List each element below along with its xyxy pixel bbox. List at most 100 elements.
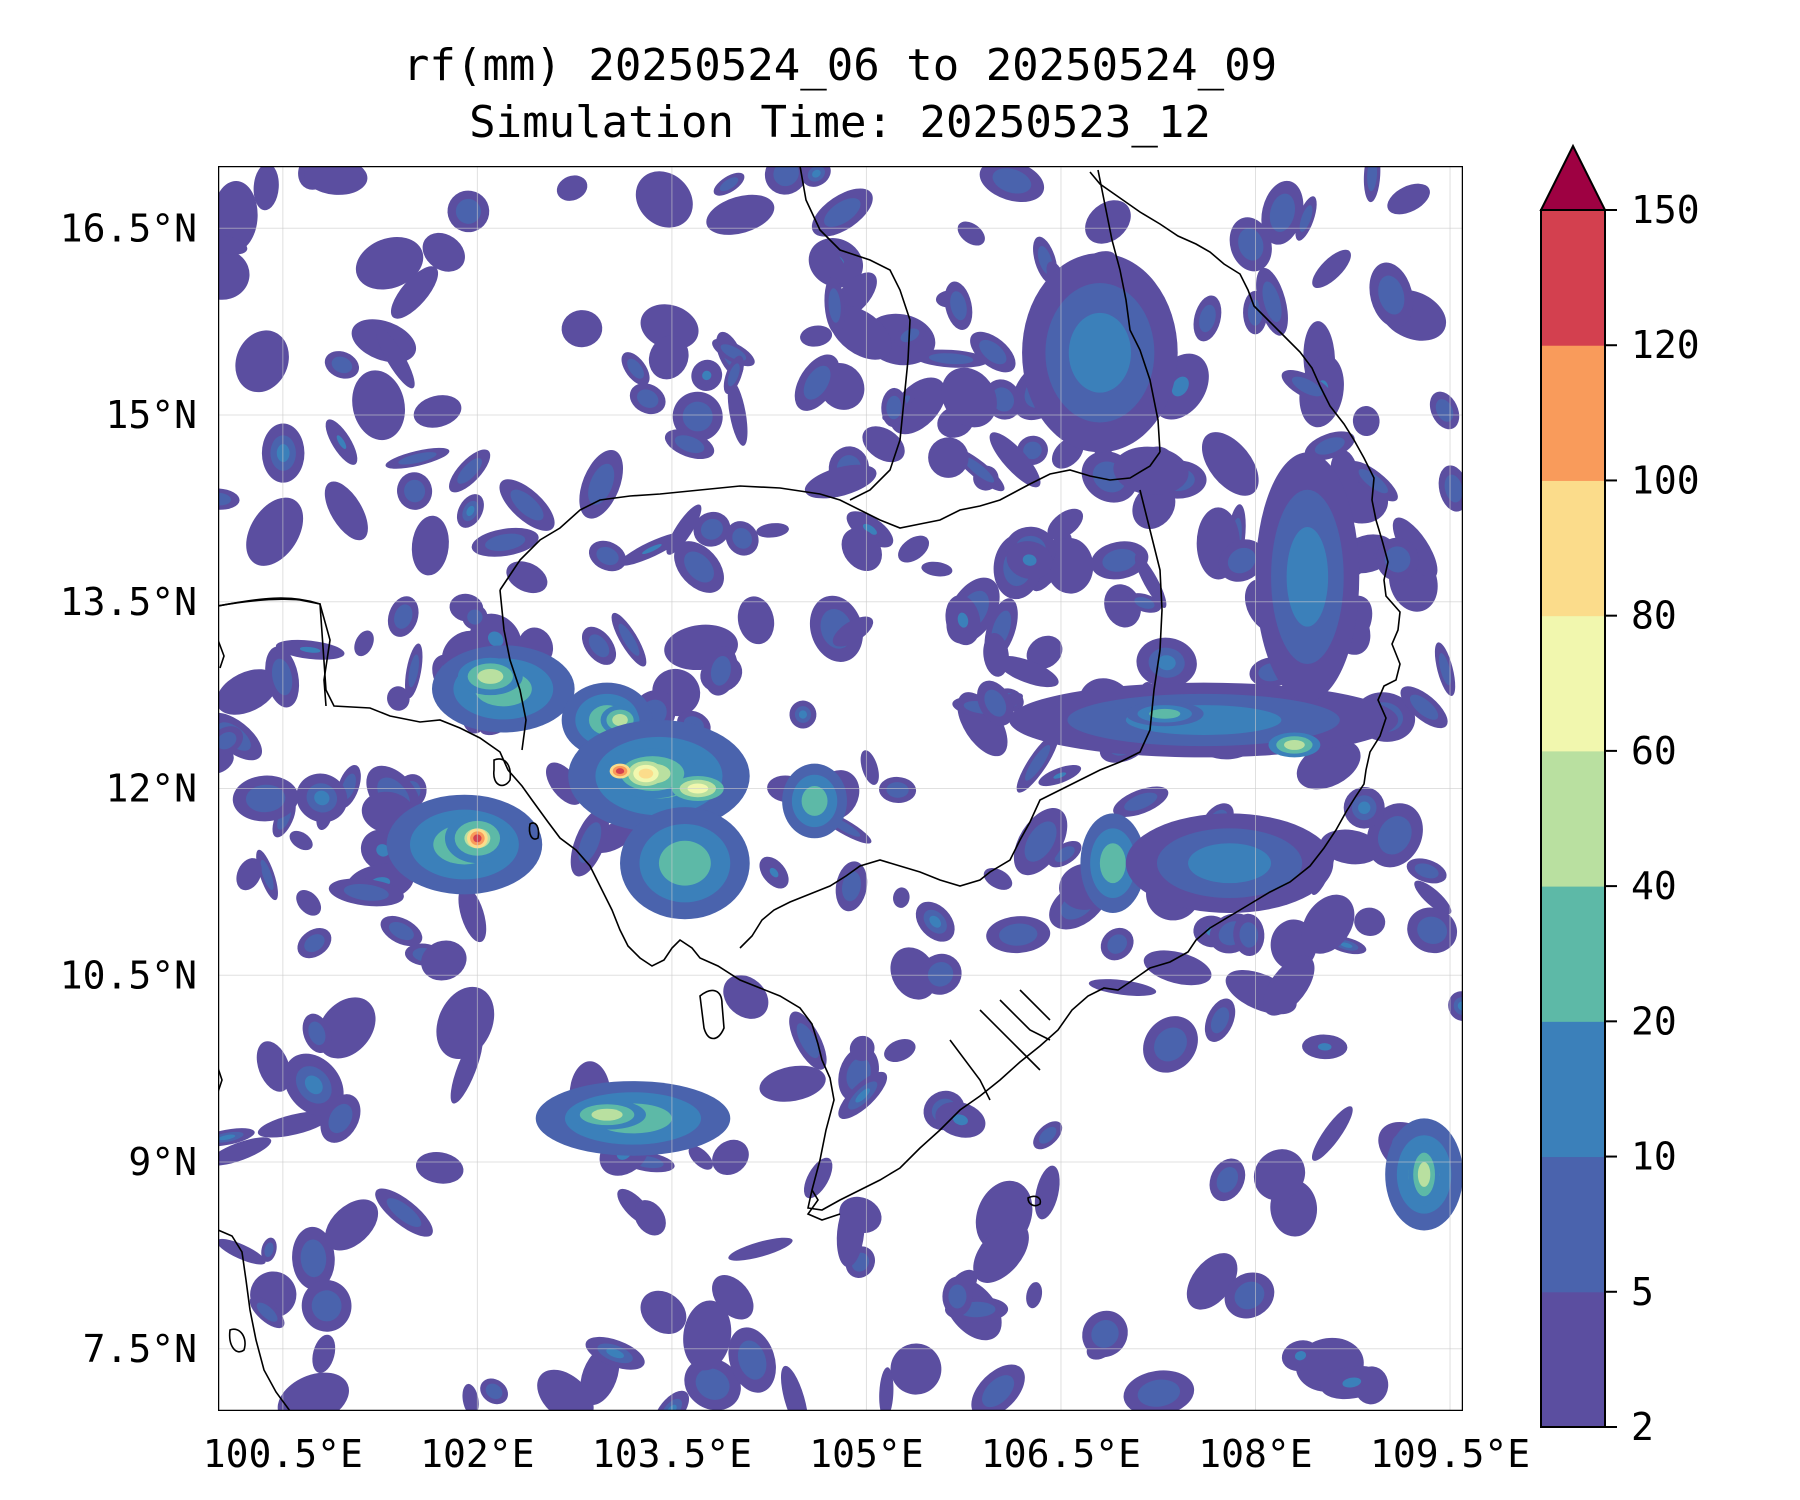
rain-blob [841, 871, 861, 902]
rain-blob [1438, 653, 1452, 686]
rain-blob [556, 175, 588, 201]
x-tick-label: 109.5°E [1370, 1432, 1530, 1476]
rain-blob [642, 544, 662, 555]
coastline-gulf-of-thailand [218, 171, 1401, 1211]
colorbar-tick-label: 40 [1631, 864, 1677, 908]
rain-blob [862, 426, 905, 463]
rain-blob [983, 632, 1009, 677]
rain-cell [477, 668, 504, 684]
rain-blob [1342, 1377, 1362, 1388]
border-cambodia-north [499, 451, 1161, 591]
rain-blob [737, 1340, 767, 1380]
rain-blob [218, 732, 237, 750]
y-tick-label: 16.5°N [60, 206, 197, 250]
rain-blob [413, 395, 462, 428]
colorbar-segment [1541, 1291, 1605, 1428]
rain-cell [658, 840, 711, 886]
rain-blob [627, 358, 644, 379]
colorbar-segment [1541, 615, 1605, 752]
colorbar-tick-label: 10 [1631, 1135, 1677, 1179]
rain-blob [1301, 894, 1355, 954]
rain-blob [218, 669, 278, 715]
rain-blob [588, 634, 610, 658]
rain-blob [927, 962, 954, 987]
rain-blob [640, 1290, 687, 1334]
border-cambodia-vietnam [739, 489, 1163, 949]
rain-blob [1107, 934, 1128, 954]
colorbar-tick-label: 150 [1631, 188, 1700, 232]
rain-blob [1444, 474, 1463, 503]
rain-blob [1291, 376, 1323, 397]
rain-blob [732, 528, 753, 549]
rain-blob [404, 479, 426, 503]
rain-blob [1034, 1165, 1060, 1220]
rain-blob [828, 288, 841, 323]
x-tick-label: 103.5°E [592, 1432, 752, 1476]
rain-blob [640, 304, 699, 350]
rain-blob [328, 1103, 353, 1134]
rain-blob [884, 1039, 916, 1063]
rain-blob [596, 546, 619, 566]
rain-blob [1239, 922, 1259, 948]
rain-blob [1269, 193, 1296, 232]
rain-blob [1414, 880, 1452, 915]
colorbar-tick-label: 5 [1631, 1270, 1654, 1314]
coastline-malay-peninsula [218, 1229, 291, 1411]
rain-blob [1171, 376, 1189, 397]
rain-blob [1354, 907, 1386, 936]
rain-cell [1417, 1162, 1431, 1187]
rain-blob [1022, 554, 1037, 566]
rain-blob [510, 489, 544, 521]
rain-blob [710, 656, 731, 686]
rain-blob [984, 689, 1007, 717]
coastline-ca-mau [806, 1189, 841, 1221]
border-thailand-laos-cambodia [218, 597, 331, 707]
rain-blob [1134, 597, 1155, 609]
rain-blob [798, 710, 807, 719]
rain-blob [712, 1139, 749, 1176]
rain-blob [422, 232, 465, 272]
border-laos-vietnam [1097, 169, 1161, 453]
rain-blob [466, 505, 475, 517]
y-tick-label: 7.5°N [83, 1327, 197, 1371]
rain-blob [506, 561, 548, 594]
rain-blob [648, 335, 689, 380]
x-tick-label: 102°E [420, 1432, 534, 1476]
rain-blob [561, 310, 603, 348]
rain-blob [1199, 304, 1216, 333]
rain-blob [832, 616, 874, 647]
rain-blob [727, 363, 740, 387]
y-tick-label: 15°N [105, 393, 197, 437]
rain-blob [467, 609, 483, 625]
rain-blob [304, 934, 325, 953]
rain-blob [1201, 432, 1259, 496]
rain-blob [991, 387, 1015, 412]
colorbar-segment [1541, 886, 1605, 1022]
x-tick-label: 100.5°E [203, 1432, 363, 1476]
rain-blob [780, 1365, 809, 1411]
rain-blob [1312, 249, 1351, 289]
rain-blob [236, 858, 262, 891]
rain-blob [1046, 537, 1094, 594]
coastline-thai-southwest [218, 1067, 223, 1093]
colorbar-tick-label: 60 [1631, 729, 1677, 773]
rain-blob [979, 339, 1007, 365]
rain-blob [458, 886, 487, 943]
rain-blob [299, 646, 321, 653]
rain-blob [606, 1348, 625, 1359]
rain-blob [296, 889, 322, 916]
colorbar-tick-label: 20 [1631, 999, 1677, 1043]
coastline-malay-islet [228, 1328, 246, 1353]
rain-blob [343, 884, 389, 901]
rain-blob [829, 305, 892, 360]
rain-blob [308, 1021, 326, 1046]
rain-blob [1091, 1319, 1119, 1348]
rain-blob [578, 822, 602, 863]
rain-blob [1314, 437, 1345, 455]
rain-blob [376, 844, 390, 857]
rain-blob [841, 528, 882, 571]
gridlines [218, 166, 1463, 1411]
island-con-son [1027, 1195, 1042, 1207]
rain-blob [450, 1033, 483, 1104]
